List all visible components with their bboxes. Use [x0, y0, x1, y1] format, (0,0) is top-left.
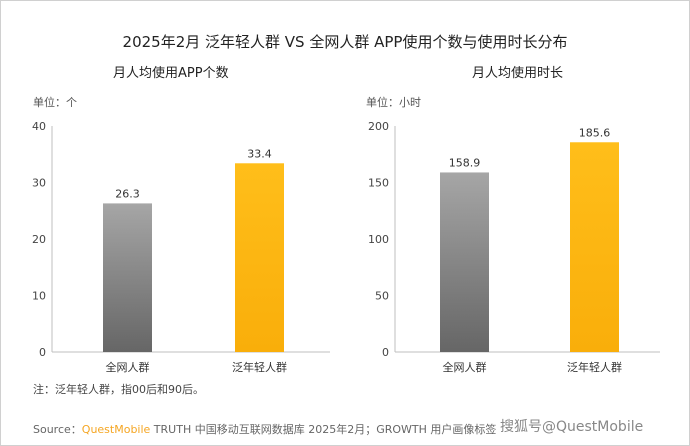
y-tick-label: 0: [382, 346, 389, 359]
data-label: 185.6: [579, 126, 611, 139]
source-brand: QuestMobile: [81, 423, 151, 436]
y-tick-label: 200: [368, 120, 389, 133]
watermark: 搜狐号@QuestMobile: [500, 419, 644, 435]
source-line: Source：QuestMobile TRUTH 中国移动互联网数据库 2025…: [33, 421, 496, 437]
y-tick-label: 0: [39, 346, 46, 359]
chart-title: 2025年2月 泛年轻人群 VS 全网人群 APP使用个数与使用时长分布: [122, 33, 568, 51]
data-label: 158.9: [449, 156, 481, 169]
data-label: 26.3: [115, 187, 140, 200]
source-prefix: Source：: [33, 423, 82, 436]
right-chart-title: 月人均使用时长: [472, 66, 564, 81]
y-tick-label: 100: [368, 233, 389, 246]
source-text: TRUTH 中国移动互联网数据库 2025年2月；GROWTH 用户画像标签: [150, 423, 497, 436]
y-tick-label: 10: [32, 290, 46, 303]
x-tick-label: 泛年轻人群: [232, 360, 287, 374]
data-label: 33.4: [247, 147, 272, 160]
y-tick-label: 30: [32, 177, 46, 190]
bar-young-users: [235, 163, 284, 352]
right-unit-label: 单位：小时: [366, 96, 421, 109]
footnote: 注：泛年轻人群，指00后和90后。: [33, 383, 204, 396]
x-tick-label: 泛年轻人群: [567, 360, 622, 374]
left-chart-title: 月人均使用APP个数: [113, 66, 229, 81]
x-tick-label: 全网人群: [443, 360, 487, 374]
y-tick-label: 20: [32, 233, 46, 246]
bar-all-users: [103, 203, 152, 352]
bar-young-users: [570, 142, 619, 352]
left-unit-label: 单位：个: [33, 96, 77, 109]
bar-all-users: [440, 172, 489, 352]
y-tick-label: 50: [375, 290, 389, 303]
x-tick-label: 全网人群: [106, 360, 150, 374]
y-tick-label: 40: [32, 120, 46, 133]
y-tick-label: 150: [368, 177, 389, 190]
